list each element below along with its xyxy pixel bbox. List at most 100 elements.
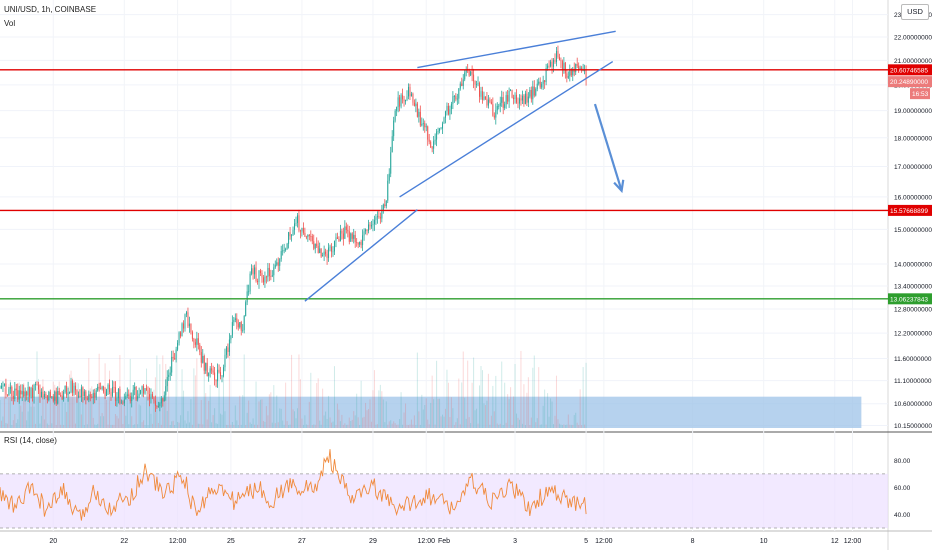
candle-body: [274, 264, 276, 268]
volume-bar: [413, 415, 415, 428]
volume-bar: [188, 422, 190, 428]
volume-bar: [455, 422, 457, 428]
volume-bar: [291, 354, 293, 428]
volume-bar: [539, 424, 541, 428]
volume-bar: [510, 387, 512, 428]
candle-body: [234, 318, 236, 321]
candle-body: [372, 224, 374, 226]
volume-bar: [264, 421, 266, 428]
trendline[interactable]: [399, 60, 614, 198]
candle-body: [39, 389, 41, 398]
volume-bar: [362, 417, 364, 428]
volume-bar: [279, 408, 281, 428]
candle-body: [214, 372, 216, 380]
volume-bar: [307, 424, 309, 428]
volume-bar: [536, 418, 538, 428]
candle-body: [267, 267, 269, 278]
volume-bar: [106, 399, 108, 428]
candle-body: [347, 229, 349, 232]
candle-body: [48, 391, 50, 400]
volume-bar: [258, 401, 260, 428]
candle-body: [211, 368, 213, 371]
candle-body: [58, 391, 60, 395]
projection-arrow[interactable]: [593, 103, 623, 192]
candle-body: [538, 81, 540, 84]
candle-body: [442, 123, 444, 129]
candle-body: [388, 173, 390, 181]
candle-body: [109, 384, 111, 392]
candle-body: [181, 323, 183, 337]
candle-body: [397, 97, 399, 108]
candle-body: [539, 81, 541, 88]
trendline[interactable]: [417, 30, 616, 69]
candle-body: [100, 388, 102, 390]
volume-bar: [228, 350, 230, 428]
volume-bar: [379, 384, 381, 428]
candle-body: [351, 233, 353, 239]
volume-bar: [465, 418, 467, 428]
candle-body: [138, 393, 140, 397]
volume-bar: [217, 423, 219, 428]
volume-bar: [434, 424, 436, 428]
volume-bar: [415, 424, 417, 428]
price-tick-label: 18.00000000: [894, 135, 932, 142]
candle-body: [393, 120, 395, 137]
candle-body: [302, 227, 304, 233]
volume-bar: [184, 420, 186, 428]
candle-body: [557, 50, 559, 58]
volume-bar: [270, 392, 272, 428]
candle-body: [15, 388, 17, 391]
volume-bar: [18, 382, 20, 428]
volume-bar: [35, 423, 37, 428]
volume-bar: [516, 413, 518, 428]
volume-bar: [532, 367, 534, 428]
volume-bar: [197, 423, 199, 428]
trendline[interactable]: [304, 209, 418, 302]
candle-body: [163, 395, 165, 402]
volume-bar: [227, 425, 229, 428]
candle-body: [410, 93, 412, 97]
candle-body: [160, 398, 162, 404]
candle-body: [354, 234, 356, 243]
volume-bar: [452, 408, 454, 428]
volume-bar: [132, 424, 134, 428]
volume-bar: [163, 399, 165, 428]
candle-body: [307, 234, 309, 238]
candle-body: [103, 386, 105, 392]
volume-bar: [433, 399, 435, 428]
level-price-badge: [888, 293, 932, 305]
candle-body: [30, 388, 32, 397]
candle-body: [310, 236, 312, 237]
candle-body: [126, 394, 128, 396]
candle-body: [468, 69, 470, 76]
volume-bar: [257, 424, 259, 428]
candle-body: [510, 90, 512, 92]
volume-bar: [431, 375, 433, 428]
candle-body: [499, 102, 501, 106]
price-tick-label: 21.00000000: [894, 58, 932, 65]
volume-bar: [80, 414, 82, 428]
volume-bar: [57, 400, 59, 428]
candle-body: [523, 95, 525, 104]
candle-body: [280, 251, 282, 260]
volume-bar: [530, 417, 532, 428]
candle-body: [2, 385, 4, 387]
candle-body: [262, 277, 264, 283]
currency-badge[interactable]: USD: [901, 4, 929, 20]
candle-body: [487, 99, 489, 106]
volume-bar: [187, 411, 189, 428]
candle-body: [344, 226, 346, 239]
candle-body: [64, 385, 66, 393]
volume-bar: [177, 421, 179, 428]
volume-bar: [344, 423, 346, 428]
candle-body: [9, 386, 11, 390]
candle-body: [162, 398, 164, 402]
candle-body: [501, 97, 503, 103]
candle-body: [74, 385, 76, 391]
volume-bar: [550, 398, 552, 428]
candle-body: [147, 390, 149, 395]
price-tick-label: 13.40000000: [894, 284, 932, 291]
candle-body: [206, 362, 208, 376]
volume-bar: [302, 424, 304, 428]
